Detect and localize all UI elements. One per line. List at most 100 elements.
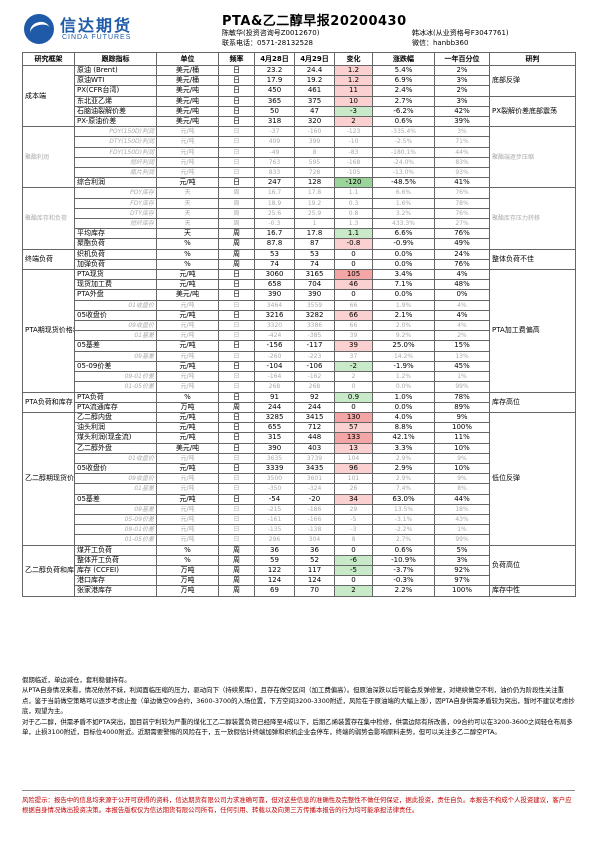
indicator-name-cell: 现货加工费 bbox=[74, 279, 157, 291]
percent-change-cell: -3.1% bbox=[372, 513, 435, 526]
unit-cell: 天 bbox=[156, 218, 219, 230]
value-apr29-cell: -160 bbox=[294, 126, 335, 138]
commentary-paragraph: 假期临近，单边减仓，套利稳健持有。 bbox=[22, 676, 131, 684]
frequency-cell: 日 bbox=[218, 462, 255, 475]
value-apr29-cell: 19.2 bbox=[294, 75, 335, 87]
change-cell: 1.3 bbox=[334, 218, 373, 230]
percentile-cell: 93% bbox=[434, 167, 490, 179]
table-row: 01-05价差 元/吨日 296 304 8 2.7% 99% bbox=[23, 534, 576, 546]
unit-cell: 天 bbox=[156, 207, 219, 220]
percent-change-cell: 2.2% bbox=[372, 585, 435, 597]
table-row: 01基差 元/吨日 -350 -324 26 7.4% 8% bbox=[23, 483, 576, 495]
table-row: 综合利润 元/吨日 247 128 -120 -48.5% 41% bbox=[23, 177, 576, 189]
unit-cell: 美元/吨 bbox=[156, 95, 219, 107]
unit-cell: 万吨 bbox=[156, 585, 219, 597]
frequency-cell: 日 bbox=[218, 105, 255, 118]
frequency-cell: 日 bbox=[218, 330, 255, 342]
value-apr29-cell: 461 bbox=[294, 85, 335, 97]
frequency-cell: 周 bbox=[218, 401, 255, 413]
frequency-cell: 日 bbox=[218, 177, 255, 189]
indicator-name-cell: PTA流通库存 bbox=[74, 401, 157, 413]
percentile-cell: 92% bbox=[434, 564, 490, 577]
indicator-name-cell: 09-01价差 bbox=[74, 371, 157, 383]
table-row: 09基差 元/吨日 -215 -186 29 13.5% 18% bbox=[23, 503, 576, 515]
value-apr28-cell: 318 bbox=[254, 116, 295, 128]
change-cell: -120 bbox=[334, 177, 373, 189]
percent-change-cell: 2.9% bbox=[372, 462, 435, 475]
value-apr28-cell: 18.9 bbox=[254, 197, 295, 209]
indicator-name-cell: 加弹负荷 bbox=[74, 258, 157, 271]
frequency-cell: 日 bbox=[218, 513, 255, 526]
value-apr29-cell: 17.8 bbox=[294, 228, 335, 240]
unit-cell: % bbox=[156, 544, 219, 556]
unit-cell: 元/吨 bbox=[156, 513, 219, 526]
unit-cell: 元/吨 bbox=[156, 350, 219, 362]
change-cell: 66 bbox=[334, 299, 373, 311]
value-apr29-cell: 712 bbox=[294, 422, 335, 434]
frequency-cell: 日 bbox=[218, 85, 255, 97]
percent-change-cell: 0.0% bbox=[372, 401, 435, 413]
frequency-cell: 日 bbox=[218, 320, 255, 332]
percent-change-cell: 6.9% bbox=[372, 75, 435, 87]
table-row: 05收盘价 元/吨日 3339 3435 96 2.9% 10% bbox=[23, 462, 576, 475]
change-cell: 0 bbox=[334, 381, 373, 393]
percentile-cell: 97% bbox=[434, 575, 490, 587]
percentile-cell: 4% bbox=[434, 309, 490, 322]
change-cell: 1.2 bbox=[334, 64, 373, 77]
value-apr29-cell: 47 bbox=[294, 105, 335, 118]
frequency-cell: 日 bbox=[218, 340, 255, 352]
table-row: 东北亚乙烯 美元/吨日 365 375 10 2.7% 3% PX裂解价差底部震荡 bbox=[23, 95, 576, 128]
value-apr29-cell: -186 bbox=[294, 503, 335, 515]
value-apr29-cell: 74 bbox=[294, 258, 335, 271]
change-cell: 104 bbox=[334, 452, 373, 464]
value-apr29-cell: 3739 bbox=[294, 452, 335, 464]
percent-change-cell: 0.6% bbox=[372, 116, 435, 128]
value-apr29-cell: 403 bbox=[294, 442, 335, 454]
value-apr29-cell: 53 bbox=[294, 248, 335, 260]
table-body: 成本端 原油 (Brent) 美元/桶日 23.2 24.4 1.2 5.4% 2% 底部反弹原… bbox=[22, 64, 576, 597]
change-cell: 0.9 bbox=[334, 391, 373, 403]
framework-group-cell: PTA负荷和库存 bbox=[22, 391, 75, 413]
table-row: PTA流通库存 万吨周 244 244 0 0.0% 89% bbox=[23, 401, 576, 413]
change-cell: 0 bbox=[334, 258, 373, 271]
frequency-cell: 日 bbox=[218, 279, 255, 291]
percent-change-cell: 0.0% bbox=[372, 381, 435, 393]
indicator-name-cell: DTY(150D)利润 bbox=[74, 136, 157, 148]
change-cell: 0.8 bbox=[334, 207, 373, 220]
unit-cell: 美元/吨 bbox=[156, 289, 219, 301]
value-apr28-cell: 122 bbox=[254, 564, 295, 577]
unit-cell: 元/吨 bbox=[156, 279, 219, 291]
frequency-cell: 周 bbox=[218, 238, 255, 250]
percent-change-cell: -6.2% bbox=[372, 105, 435, 118]
value-apr29-cell: 268 bbox=[294, 381, 335, 393]
frequency-cell: 日 bbox=[218, 350, 255, 362]
indicator-name-cell: 短纤利润 bbox=[74, 156, 157, 169]
percent-change-cell: 0.0% bbox=[372, 248, 435, 260]
value-apr29-cell: 8 bbox=[294, 146, 335, 158]
value-apr29-cell: 124 bbox=[294, 575, 335, 587]
value-apr28-cell: -350 bbox=[254, 483, 295, 495]
percentile-cell: 2% bbox=[434, 64, 490, 77]
value-apr28-cell: 450 bbox=[254, 85, 295, 97]
percentile-cell: 11% bbox=[434, 432, 490, 444]
change-cell: 101 bbox=[334, 473, 373, 485]
unit-cell: 美元/吨 bbox=[156, 442, 219, 454]
table-row: 05收盘价 元/吨日 3216 3282 66 2.1% 4% bbox=[23, 309, 576, 322]
table-row: PTA负荷和库存 PTA负荷% 日 91 92 0.9 1.0% 78% 库存高位 bbox=[22, 391, 576, 413]
unit-cell: 美元/吨 bbox=[156, 105, 219, 118]
percentile-cell: 78% bbox=[434, 391, 490, 403]
percentile-cell: 76% bbox=[434, 187, 490, 199]
value-apr28-cell: 390 bbox=[254, 442, 295, 454]
percentile-cell: 9% bbox=[434, 473, 490, 485]
unit-cell: 万吨 bbox=[156, 401, 219, 413]
col-header: 研判 bbox=[489, 52, 576, 66]
change-cell: -5 bbox=[334, 513, 373, 526]
percent-change-cell: 1.2% bbox=[372, 371, 435, 383]
frequency-cell: 日 bbox=[218, 432, 255, 444]
percent-change-cell: -2.5% bbox=[372, 136, 435, 148]
percentile-cell: 100% bbox=[434, 422, 490, 434]
percent-change-cell: 1.9% bbox=[372, 299, 435, 311]
value-apr29-cell: -20 bbox=[294, 493, 335, 505]
value-apr28-cell: -104 bbox=[254, 360, 295, 373]
unit-cell: 元/吨 bbox=[156, 167, 219, 179]
